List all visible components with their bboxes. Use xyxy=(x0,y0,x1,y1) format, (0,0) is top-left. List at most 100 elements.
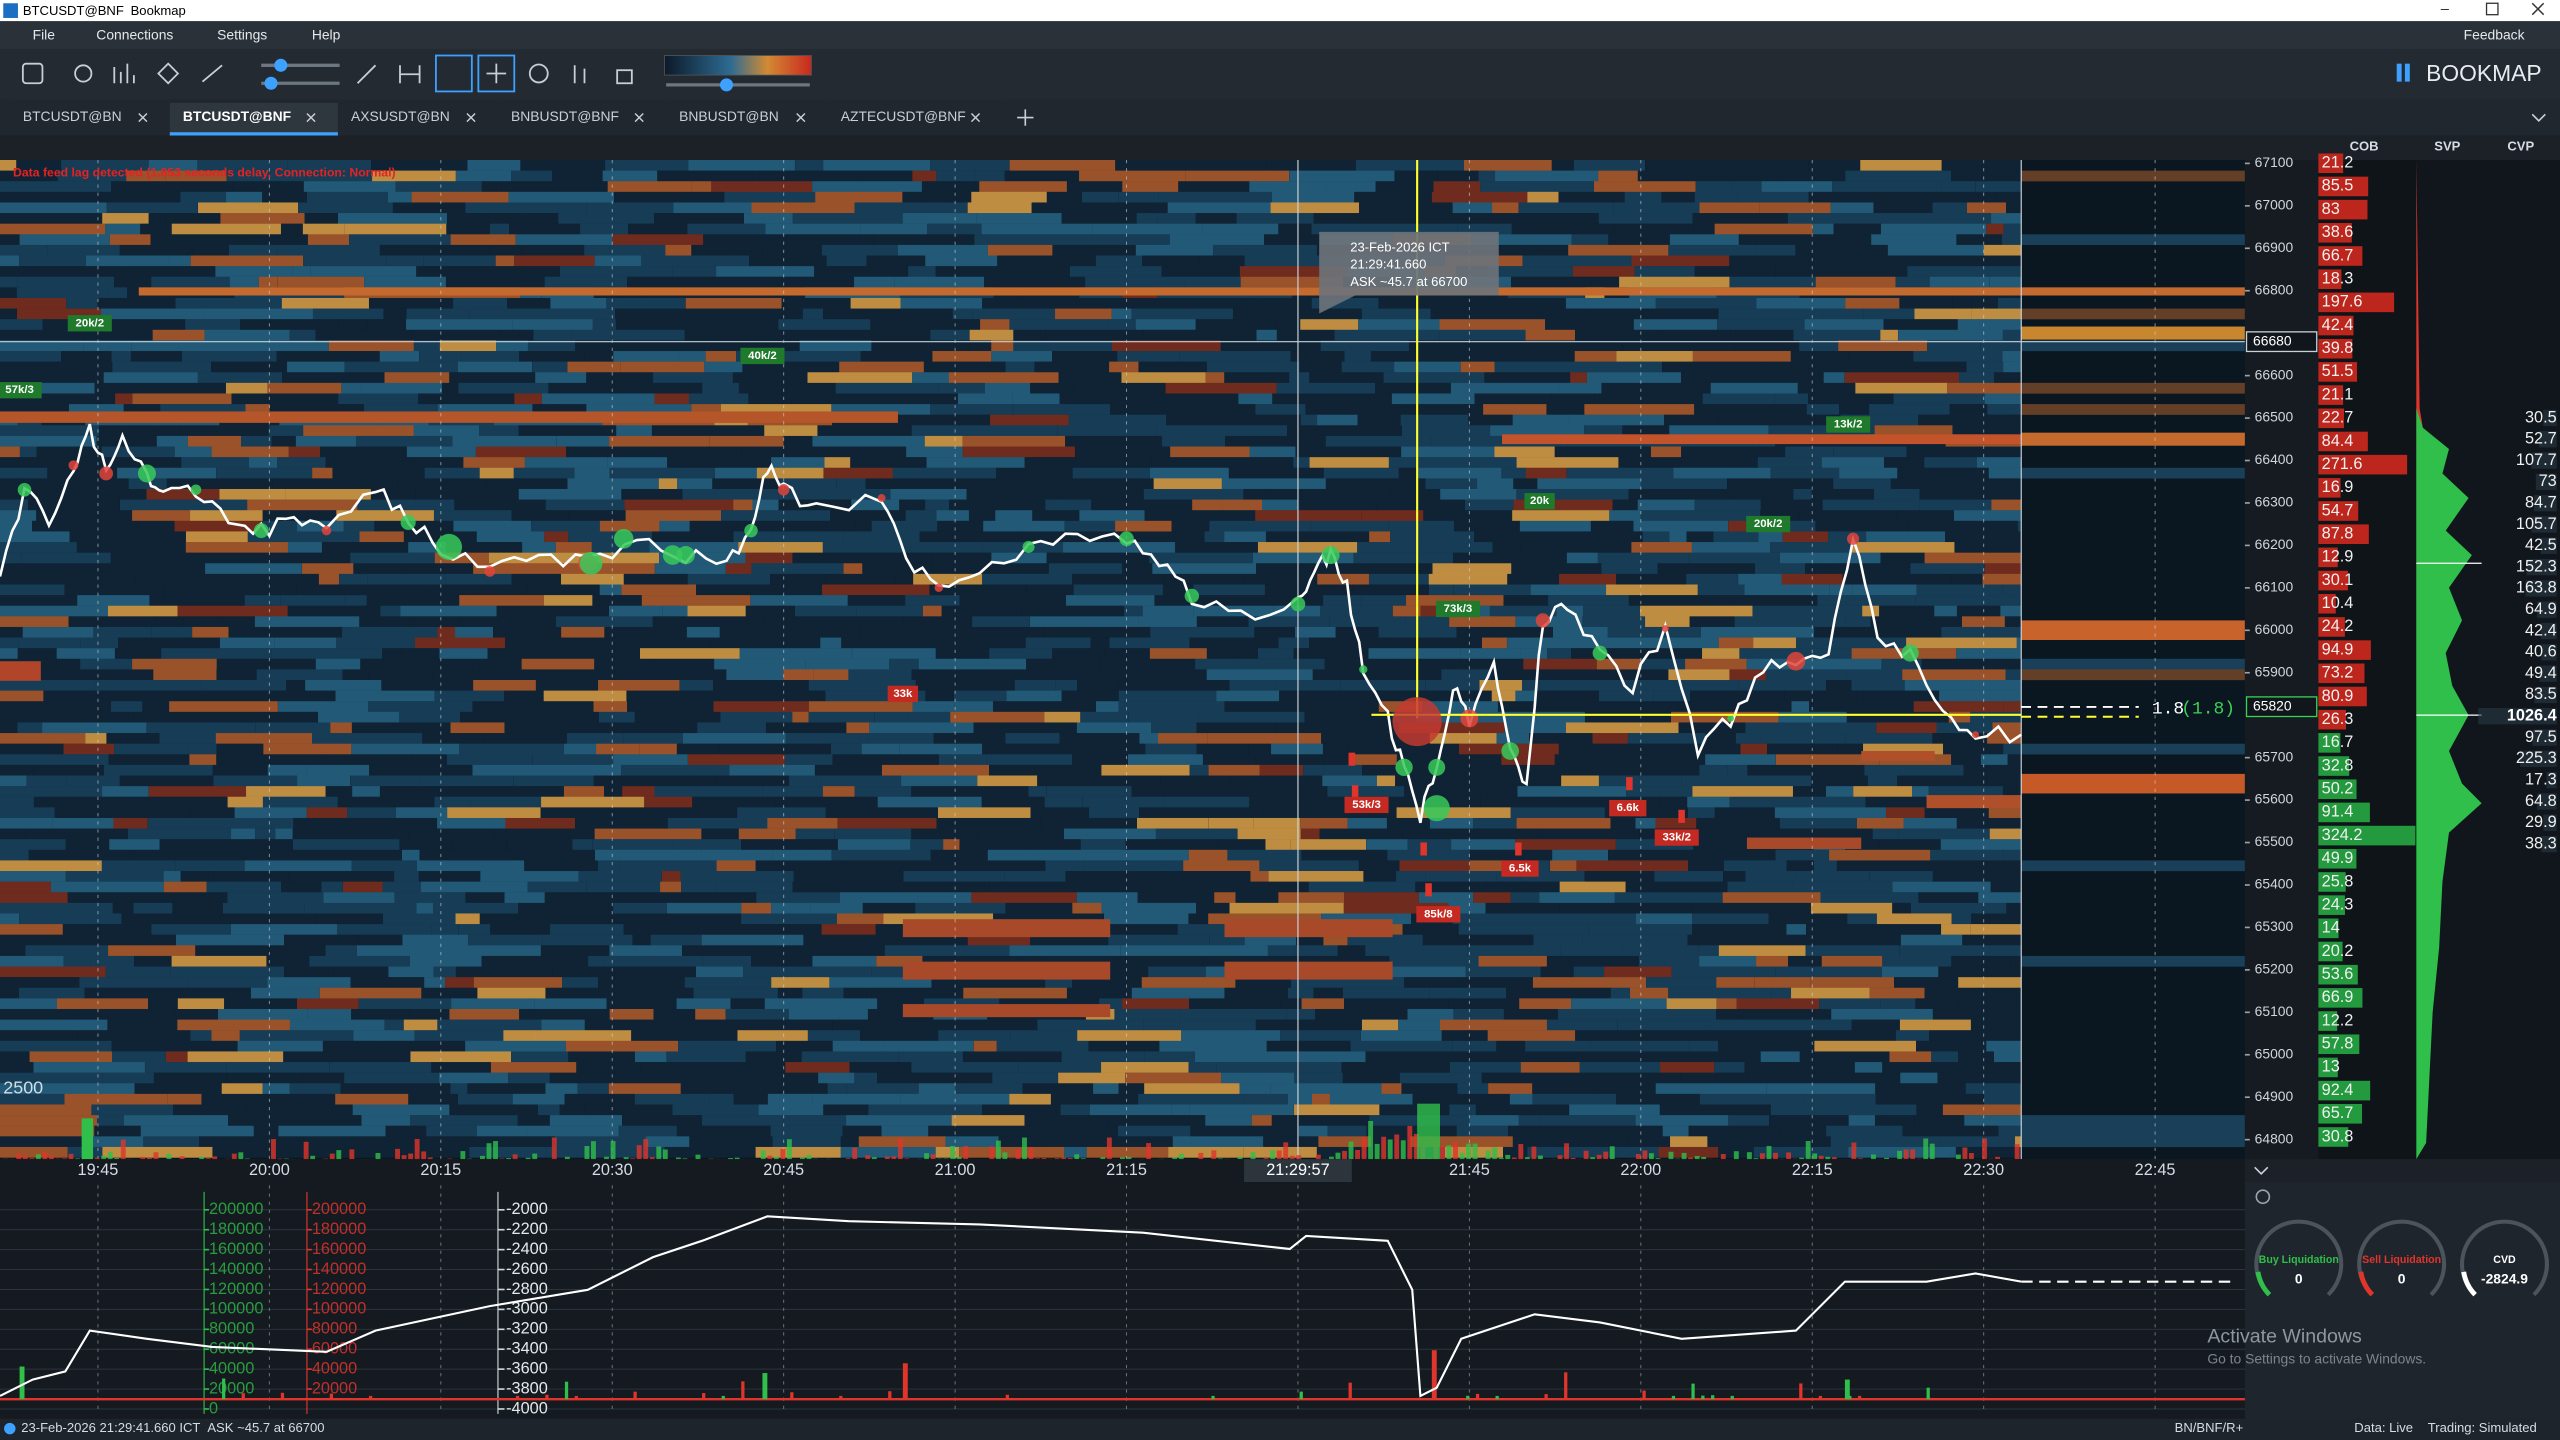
tab[interactable] xyxy=(9,102,170,136)
tool-chat[interactable] xyxy=(435,54,473,93)
settings[interactable] xyxy=(2255,1189,2271,1205)
heat-cell xyxy=(369,764,473,776)
cvp-bar xyxy=(2526,558,2557,576)
volume-bar xyxy=(349,1149,355,1160)
menu-item[interactable]: File xyxy=(33,27,56,43)
menu-item[interactable]: Help xyxy=(312,27,341,43)
heat-cell xyxy=(1418,467,1502,479)
tab-close[interactable] xyxy=(970,112,981,123)
slider-knob[interactable] xyxy=(720,78,734,92)
heat-cell xyxy=(1243,488,1271,500)
tab[interactable] xyxy=(666,102,828,136)
heat-cell xyxy=(1104,913,1189,925)
heat-cell xyxy=(252,690,336,702)
heat-cell xyxy=(316,913,384,925)
heat-cell xyxy=(105,966,171,978)
liquidation-bar xyxy=(633,1391,637,1400)
trade-label-box xyxy=(1654,829,1699,846)
heat-cell xyxy=(108,945,196,957)
heat-cell xyxy=(1988,807,2022,819)
tool-clock[interactable] xyxy=(528,63,549,84)
tool-layers[interactable] xyxy=(157,62,180,85)
heat-cell xyxy=(911,669,1004,681)
heat-cell xyxy=(0,552,22,564)
close-window[interactable] xyxy=(2531,2,2545,16)
volume-bar xyxy=(1342,1150,1347,1160)
tool-ruler[interactable] xyxy=(399,65,421,84)
tab-close[interactable] xyxy=(138,112,148,123)
tool-draw[interactable] xyxy=(356,64,377,84)
trade-label-box xyxy=(67,315,112,332)
heat-cell xyxy=(1259,764,1304,776)
collapse[interactable] xyxy=(2254,1166,2269,1176)
heat-cell xyxy=(1693,223,1715,235)
heat-cell xyxy=(418,393,515,405)
heat-cell xyxy=(0,425,100,437)
heat-cell xyxy=(609,1008,654,1020)
tool-chart[interactable] xyxy=(113,63,135,84)
tab[interactable] xyxy=(337,102,498,136)
add-tab[interactable] xyxy=(1017,109,1034,126)
heat-cell xyxy=(1220,340,1321,352)
tab-menu[interactable] xyxy=(2531,113,2546,122)
liquidity-band xyxy=(1746,837,1862,849)
cob-bar xyxy=(2318,756,2350,776)
color-map-picker[interactable] xyxy=(664,55,812,76)
heat-cell xyxy=(91,934,177,946)
heat-cell xyxy=(1840,414,1919,426)
menu-item[interactable]: Settings xyxy=(217,27,267,43)
heat-cell xyxy=(1138,1093,1245,1105)
heat-cell xyxy=(466,945,541,957)
maximize[interactable] xyxy=(2485,2,2499,16)
heat-cell xyxy=(80,637,119,649)
heat-cell xyxy=(1560,902,1585,914)
heat-cell xyxy=(509,223,581,235)
heat-cell xyxy=(1967,202,2007,214)
menu-item[interactable]: Connections xyxy=(96,27,173,43)
heat-cell xyxy=(1136,213,1158,224)
tab-close[interactable] xyxy=(634,112,644,123)
heat-cell xyxy=(447,213,481,224)
sell-tick-label: 160000 xyxy=(312,1240,366,1258)
cob-bar xyxy=(2318,825,2416,846)
slider-knob[interactable] xyxy=(264,76,278,90)
tool-screenshot[interactable] xyxy=(21,62,44,85)
tool-crosshair[interactable] xyxy=(477,54,516,93)
heat-cell xyxy=(745,605,795,617)
volume-bar xyxy=(1453,1141,1458,1160)
tab-close[interactable] xyxy=(466,112,476,123)
minimize[interactable]: – xyxy=(2441,2,2450,18)
tool-lock[interactable] xyxy=(616,69,633,85)
heat-cell xyxy=(1037,1019,1144,1031)
heat-cell xyxy=(1128,276,1185,288)
heat-cell xyxy=(1004,871,1066,882)
heat-cell xyxy=(434,690,505,702)
heat-cell xyxy=(1735,510,1761,521)
price-label: 66100 xyxy=(2255,579,2294,595)
tab-close[interactable] xyxy=(796,112,806,123)
heat-cell xyxy=(1240,297,1312,309)
heat-cell xyxy=(344,223,447,235)
heat-cell xyxy=(1689,1040,1719,1052)
tab-close[interactable] xyxy=(306,112,316,123)
tool-share[interactable] xyxy=(74,64,93,83)
heat-cell xyxy=(1271,1115,1310,1126)
slider-knob[interactable] xyxy=(274,58,288,72)
heat-cell xyxy=(967,934,1031,946)
heat-cell xyxy=(247,499,358,511)
heat-cell xyxy=(854,786,912,797)
tool-bars[interactable] xyxy=(573,65,586,84)
heat-cell xyxy=(792,351,861,362)
heat-cell xyxy=(1699,202,1760,214)
heat-cell xyxy=(0,446,20,458)
status-time: 23-Feb-2026 21:29:41.660 ICT xyxy=(21,1420,200,1435)
gauge-value: 0 xyxy=(2398,1271,2406,1287)
heat-cell xyxy=(1163,871,1251,882)
feedback[interactable]: Feedback xyxy=(2464,27,2525,43)
heat-cell xyxy=(1584,871,1655,882)
tool-link[interactable] xyxy=(201,64,223,83)
heat-cell xyxy=(1735,733,1846,744)
heat-cell xyxy=(384,1019,404,1031)
heat-cell xyxy=(1880,223,1987,235)
heat-cell xyxy=(1410,1136,1513,1148)
